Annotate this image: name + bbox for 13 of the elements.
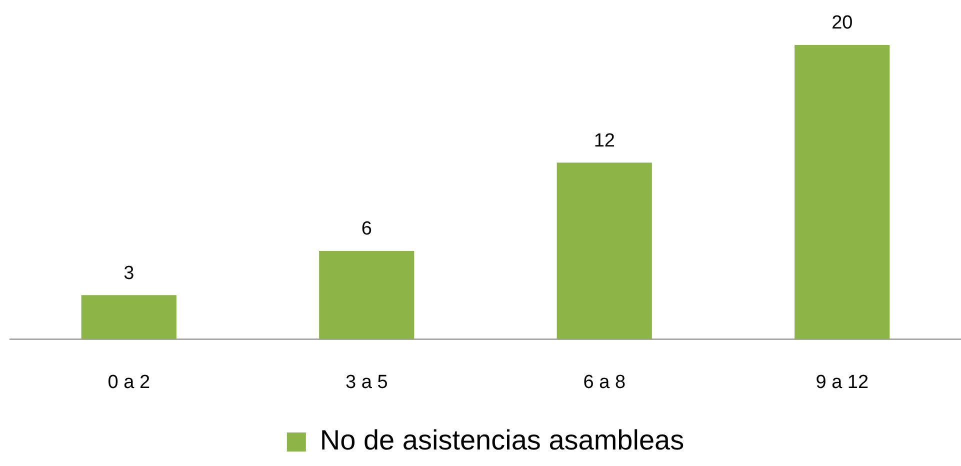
bar — [81, 295, 176, 340]
data-label: 6 — [361, 218, 372, 240]
legend-label: No de asistencias asambleas — [320, 424, 684, 456]
bar — [319, 250, 414, 340]
x-tick-label: 0 a 2 — [108, 372, 150, 393]
x-tick-label: 9 a 12 — [816, 372, 869, 393]
bar — [794, 45, 890, 340]
data-label: 3 — [124, 262, 134, 284]
x-tick-label: 6 a 8 — [583, 372, 626, 393]
bar — [556, 162, 652, 340]
x-tick-label: 3 a 5 — [345, 372, 388, 393]
data-label: 20 — [832, 12, 853, 34]
data-label: 12 — [594, 130, 615, 152]
